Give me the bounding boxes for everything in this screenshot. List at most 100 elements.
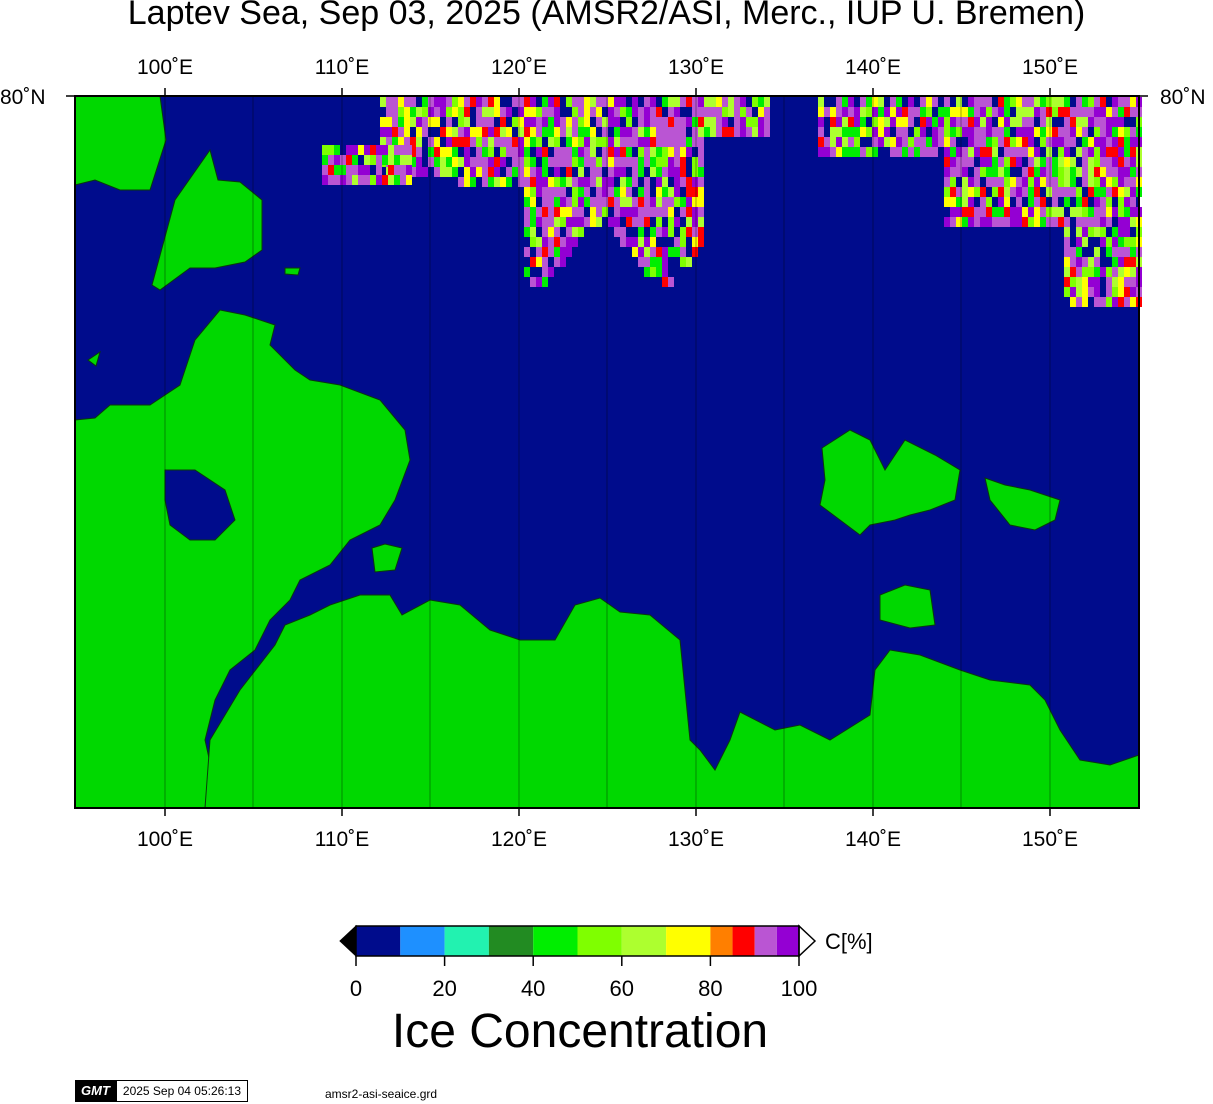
ice-cell: [1016, 127, 1022, 137]
ice-cell: [1118, 247, 1124, 257]
ice-cell: [1070, 187, 1076, 197]
ice-cell: [692, 167, 698, 177]
map-frame: [74, 95, 1140, 809]
ice-cell: [398, 127, 404, 137]
ice-cell: [644, 197, 650, 207]
ice-cell: [932, 127, 938, 137]
ice-cell: [476, 167, 482, 177]
ice-cell: [1058, 137, 1064, 147]
ice-cell: [614, 157, 620, 167]
ice-cell: [644, 267, 650, 277]
ice-cell: [950, 207, 956, 217]
ice-cell: [698, 217, 704, 227]
ice-cell: [920, 97, 926, 107]
ice-cell: [1088, 137, 1094, 147]
ice-cell: [620, 107, 626, 117]
ice-cell: [542, 97, 548, 107]
ice-cell: [686, 177, 692, 187]
ice-cell: [1034, 107, 1040, 117]
ice-cell: [446, 107, 452, 117]
lon-label-top-150e: 150˚E: [1021, 56, 1079, 79]
ice-cell: [632, 177, 638, 187]
ice-cell: [518, 147, 524, 157]
ice-cell: [950, 127, 956, 137]
ice-cell: [1034, 187, 1040, 197]
ice-cell: [1076, 197, 1082, 207]
ice-cell: [440, 167, 446, 177]
ice-cell: [722, 127, 728, 137]
ice-cell: [590, 167, 596, 177]
ice-cell: [980, 107, 986, 117]
ice-cell: [1010, 147, 1016, 157]
ice-cell: [554, 257, 560, 267]
ice-cell: [476, 97, 482, 107]
ice-cell: [1052, 177, 1058, 187]
ice-cell: [728, 127, 734, 137]
ice-cell: [680, 127, 686, 137]
ice-cell: [608, 177, 614, 187]
ice-cell: [1052, 137, 1058, 147]
ice-cell: [668, 167, 674, 177]
ice-cell: [668, 187, 674, 197]
ice-cell: [404, 97, 410, 107]
ice-cell: [962, 187, 968, 197]
ice-cell: [530, 207, 536, 217]
ice-cell: [932, 137, 938, 147]
ice-cell: [752, 117, 758, 127]
ice-cell: [956, 97, 962, 107]
ice-cell: [632, 167, 638, 177]
ice-cell: [530, 257, 536, 267]
ice-cell: [926, 147, 932, 157]
ice-cell: [560, 177, 566, 187]
ice-cell: [974, 97, 980, 107]
ice-cell: [650, 157, 656, 167]
ice-cell: [590, 217, 596, 227]
ice-cell: [1124, 167, 1130, 177]
ice-cell: [352, 165, 358, 175]
ice-cell: [482, 127, 488, 137]
ice-cell: [572, 127, 578, 137]
ice-cell: [962, 107, 968, 117]
ice-cell: [584, 107, 590, 117]
ice-cell: [506, 147, 512, 157]
ice-cell: [1094, 207, 1100, 217]
ice-cell: [1040, 127, 1046, 137]
ice-cell: [590, 157, 596, 167]
ice-cell: [596, 107, 602, 117]
ice-cell: [530, 127, 536, 137]
ice-cell: [1112, 157, 1118, 167]
ice-cell: [656, 217, 662, 227]
ice-cell: [554, 217, 560, 227]
ice-cell: [464, 167, 470, 177]
ice-cell: [716, 97, 722, 107]
ice-cell: [1106, 157, 1112, 167]
ice-cell: [400, 165, 406, 175]
ice-cell: [662, 207, 668, 217]
ice-cell: [464, 157, 470, 167]
ice-cell: [968, 97, 974, 107]
colorbar-bin: [776, 926, 799, 956]
ice-cell: [1124, 177, 1130, 187]
ice-cell: [614, 127, 620, 137]
ice-cell: [962, 117, 968, 127]
ice-cell: [698, 177, 704, 187]
ice-cell: [656, 177, 662, 187]
ice-cell: [944, 147, 950, 157]
ice-cell: [416, 107, 422, 117]
ice-cell: [1118, 167, 1124, 177]
ice-cell: [596, 187, 602, 197]
ice-cell: [566, 247, 572, 257]
ice-cell: [524, 107, 530, 117]
ice-cell: [422, 107, 428, 117]
land-new-siberian-novaya: [984, 477, 1061, 531]
ice-cell: [602, 197, 608, 207]
ice-cell: [548, 177, 554, 187]
ice-cell: [494, 177, 500, 187]
ice-cell: [1016, 187, 1022, 197]
ice-cell: [1070, 287, 1076, 297]
ice-cell: [830, 117, 836, 127]
ice-cell: [1028, 107, 1034, 117]
ice-cell: [482, 137, 488, 147]
ice-cell: [998, 107, 1004, 117]
ice-cell: [620, 97, 626, 107]
